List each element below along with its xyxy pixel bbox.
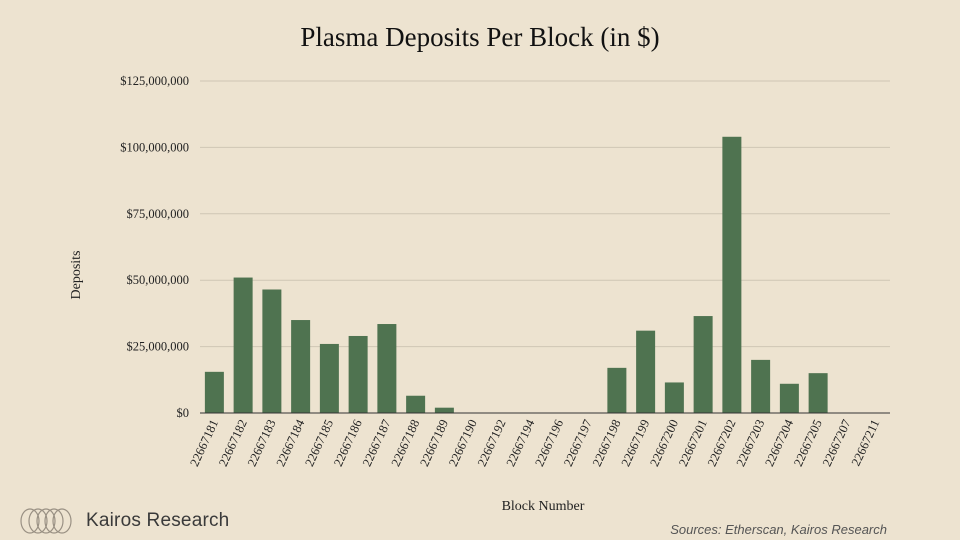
y-tick-label: $75,000,000 — [127, 207, 190, 221]
bar — [434, 407, 454, 413]
bar — [262, 289, 282, 413]
bars — [204, 136, 828, 413]
bar — [204, 371, 224, 413]
bar — [636, 330, 656, 413]
bar — [779, 383, 799, 413]
chart-title: Plasma Deposits Per Block (in $) — [300, 22, 660, 52]
bar — [319, 343, 339, 413]
bar — [664, 382, 684, 413]
kairos-logo-icon — [20, 508, 72, 534]
y-tick-label: $25,000,000 — [127, 340, 190, 354]
bar — [377, 324, 397, 413]
brand-logo: Kairos Research — [18, 507, 229, 535]
y-tick-label: $0 — [177, 406, 190, 420]
bar — [406, 395, 426, 413]
y-tick-label: $125,000,000 — [120, 74, 189, 88]
bar — [291, 320, 311, 413]
bar — [233, 277, 253, 413]
y-tick-label: $100,000,000 — [120, 140, 189, 154]
bar — [722, 136, 742, 413]
sources-note: Sources: Etherscan, Kairos Research — [670, 522, 887, 537]
x-axis-ticks: 2266718122667182226671832266718422667185… — [187, 417, 882, 469]
bar — [693, 316, 713, 413]
bar — [348, 335, 368, 413]
gridlines — [200, 80, 890, 348]
x-axis-label: Block Number — [502, 499, 585, 514]
y-axis-ticks: $0 $25,000,000 $50,000,000 $75,000,000 $100,… — [120, 74, 189, 420]
bar — [751, 359, 771, 413]
y-tick-label: $50,000,000 — [127, 273, 190, 287]
brand-name: Kairos Research — [86, 510, 230, 531]
y-axis-label: Deposits — [69, 251, 84, 300]
bar — [808, 373, 828, 413]
x-tick-label: 22667211 — [849, 417, 883, 468]
bar — [607, 367, 627, 413]
